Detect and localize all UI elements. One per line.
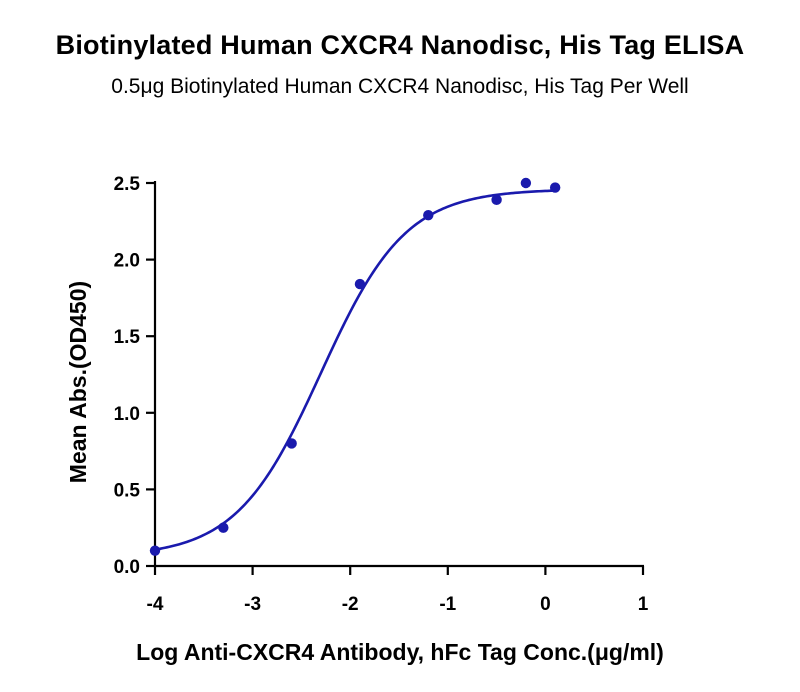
x-tick-label: -3 (244, 594, 261, 615)
y-tick-label: 1.0 (114, 404, 140, 425)
data-point (218, 522, 229, 533)
y-axis-label: Mean Abs.(OD450) (65, 281, 91, 483)
x-tick-label: -2 (342, 594, 359, 615)
data-point (491, 194, 502, 206)
y-tick-label: 2.5 (114, 174, 141, 195)
data-point (549, 182, 561, 193)
fit-curve (154, 189, 556, 551)
data-point (520, 177, 532, 189)
chart-title: Biotinylated Human CXCR4 Nanodisc, His T… (55, 30, 745, 60)
x-axis-label: Log Anti-CXCR4 Antibody, hFc Tag Conc.(μ… (136, 639, 664, 665)
x-tick-label: -4 (147, 594, 164, 615)
data-point (423, 209, 434, 221)
x-tick-label: -1 (439, 594, 456, 615)
x-tick-label: 0 (540, 594, 551, 615)
y-tick-label: 0.0 (114, 557, 140, 578)
axes: 0.0 0.5 1.0 1.5 2.0 2.5 -4 -3 -2 -1 0 1 (114, 174, 649, 615)
chart-subtitle: 0.5μg Biotinylated Human CXCR4 Nanodisc,… (111, 75, 689, 98)
data-point (354, 278, 366, 290)
y-tick-label: 2.0 (114, 251, 140, 272)
y-tick-label: 0.5 (114, 480, 141, 501)
data-points (149, 177, 561, 556)
data-point (286, 438, 297, 449)
data-point (149, 545, 161, 556)
x-tick-label: 1 (638, 594, 649, 615)
y-tick-label: 1.5 (114, 327, 141, 348)
